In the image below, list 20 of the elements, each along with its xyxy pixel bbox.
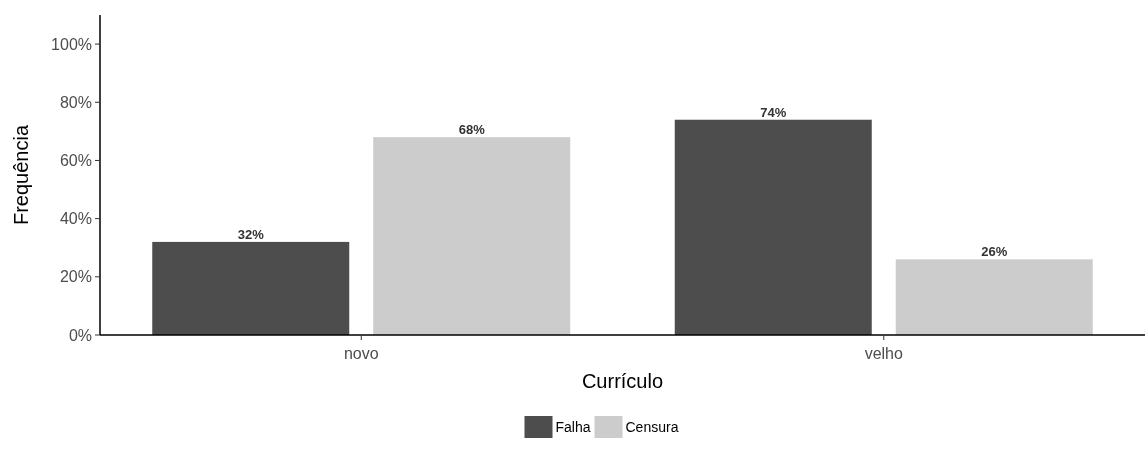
bar xyxy=(373,137,571,335)
data-label: 68% xyxy=(458,122,486,138)
bar xyxy=(895,259,1093,335)
y-axis-title: Frequência xyxy=(10,124,32,226)
data-label: 74% xyxy=(760,104,787,120)
bar xyxy=(152,241,350,335)
data-label: 26% xyxy=(981,244,1008,260)
legend-label: Censura xyxy=(625,418,679,435)
x-tick-label: velho xyxy=(864,345,903,362)
legend-label: Falha xyxy=(555,418,591,435)
data-label: 32% xyxy=(237,226,265,242)
y-tick-label: 60% xyxy=(59,152,92,170)
x-axis-title: Currículo xyxy=(581,370,664,392)
y-tick-label: 40% xyxy=(59,210,92,228)
y-tick-label: 20% xyxy=(59,268,92,286)
bar xyxy=(674,119,872,335)
y-tick-label: 80% xyxy=(59,93,92,111)
y-tick-label: 100% xyxy=(51,35,92,53)
x-tick-label: novo xyxy=(343,345,379,362)
y-tick-label: 0% xyxy=(68,326,92,344)
